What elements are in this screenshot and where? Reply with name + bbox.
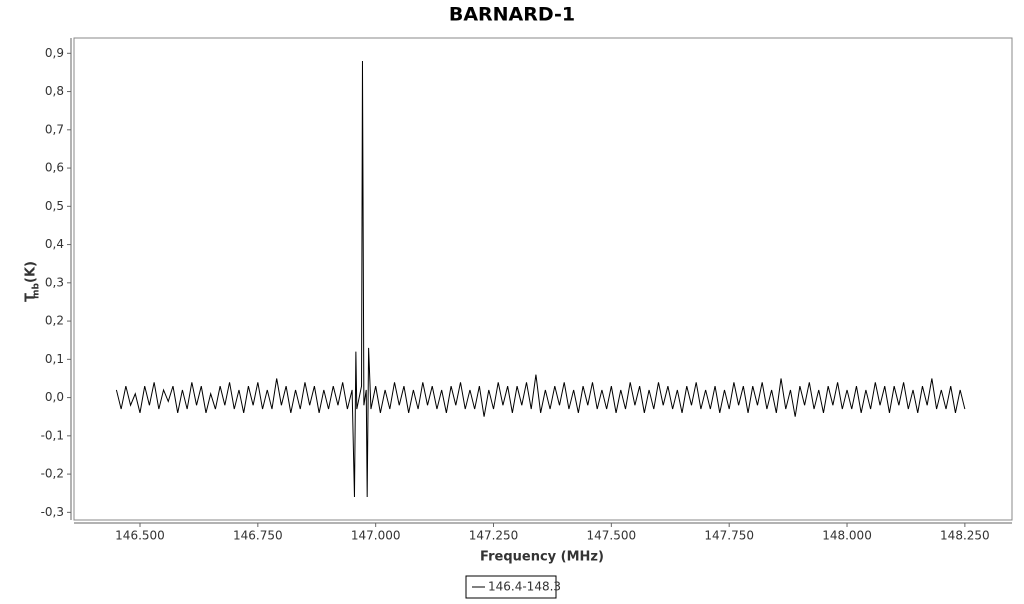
legend <box>465 575 557 599</box>
legend-label: 146.4-148.3 <box>488 580 561 594</box>
y-tick-label: 0,8 <box>45 84 64 98</box>
x-tick-label: 146.500 <box>115 529 165 543</box>
y-tick-label: 0,9 <box>45 46 64 60</box>
y-tick-label: 0,2 <box>45 314 64 328</box>
y-tick-label: 0,1 <box>45 352 64 366</box>
x-tick-label: 146.750 <box>233 529 283 543</box>
y-tick-label: 0,3 <box>45 275 64 289</box>
x-tick-label: 148.250 <box>940 529 990 543</box>
y-tick-label: 0,6 <box>45 161 64 175</box>
series-line <box>115 60 966 498</box>
y-tick-label: 0,4 <box>45 237 64 251</box>
x-tick-label: 147.500 <box>587 529 637 543</box>
plot-frame <box>73 37 1013 521</box>
x-tick-label: 147.250 <box>469 529 519 543</box>
y-label-subscript: mb <box>32 283 42 299</box>
y-label-main: T <box>24 293 39 302</box>
y-tick-label: 0,7 <box>45 122 64 136</box>
x-tick-label: 147.750 <box>704 529 754 543</box>
x-axis-label: Frequency (MHz) <box>480 550 604 565</box>
chart-title: BARNARD-1 <box>449 4 575 26</box>
y-axis-label: T mb (K) <box>24 261 42 302</box>
x-tick-label: 147.000 <box>351 529 401 543</box>
y-label-unit: (K) <box>24 261 39 283</box>
y-tick-label: -0,2 <box>41 467 64 481</box>
y-tick-label: 0,0 <box>45 390 64 404</box>
y-tick-label: -0,1 <box>41 428 64 442</box>
x-tick-label: 148.000 <box>822 529 872 543</box>
y-tick-label: 0,5 <box>45 199 64 213</box>
y-tick-label: -0,3 <box>41 505 64 519</box>
